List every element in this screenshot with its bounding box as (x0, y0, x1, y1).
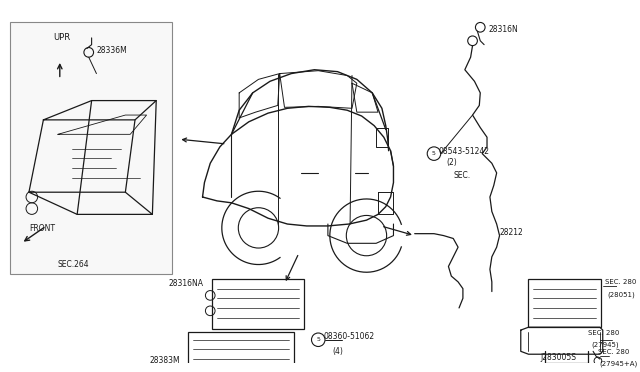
Text: SEC. 280: SEC. 280 (605, 279, 636, 285)
Text: FRONT: FRONT (29, 224, 55, 233)
Text: 28316NA: 28316NA (169, 279, 204, 288)
Text: 28336M: 28336M (97, 46, 127, 55)
Text: (27945+A): (27945+A) (600, 361, 638, 368)
Text: 08360-51062: 08360-51062 (323, 332, 374, 341)
Text: 28212: 28212 (500, 228, 524, 237)
Text: SEC.: SEC. (453, 171, 470, 180)
Text: 28316N: 28316N (489, 25, 518, 34)
Text: 5: 5 (316, 337, 320, 342)
Text: 5: 5 (432, 151, 436, 156)
Text: (4): (4) (333, 346, 344, 356)
Text: SEC. 280: SEC. 280 (598, 349, 629, 355)
Text: J283005S: J283005S (540, 353, 576, 362)
Text: UPR: UPR (53, 33, 70, 42)
Text: SEC.264: SEC.264 (58, 260, 90, 269)
Bar (10, 22, 172, 274)
Text: (28051): (28051) (607, 292, 636, 298)
Bar (529, 279, 601, 327)
Bar (212, 279, 304, 329)
Text: (2): (2) (447, 158, 457, 167)
Text: 08543-51242: 08543-51242 (439, 147, 490, 156)
Text: (27945): (27945) (591, 341, 619, 348)
Text: SEC. 280: SEC. 280 (588, 330, 620, 336)
Bar (188, 332, 294, 372)
Text: 28383M: 28383M (150, 356, 180, 365)
